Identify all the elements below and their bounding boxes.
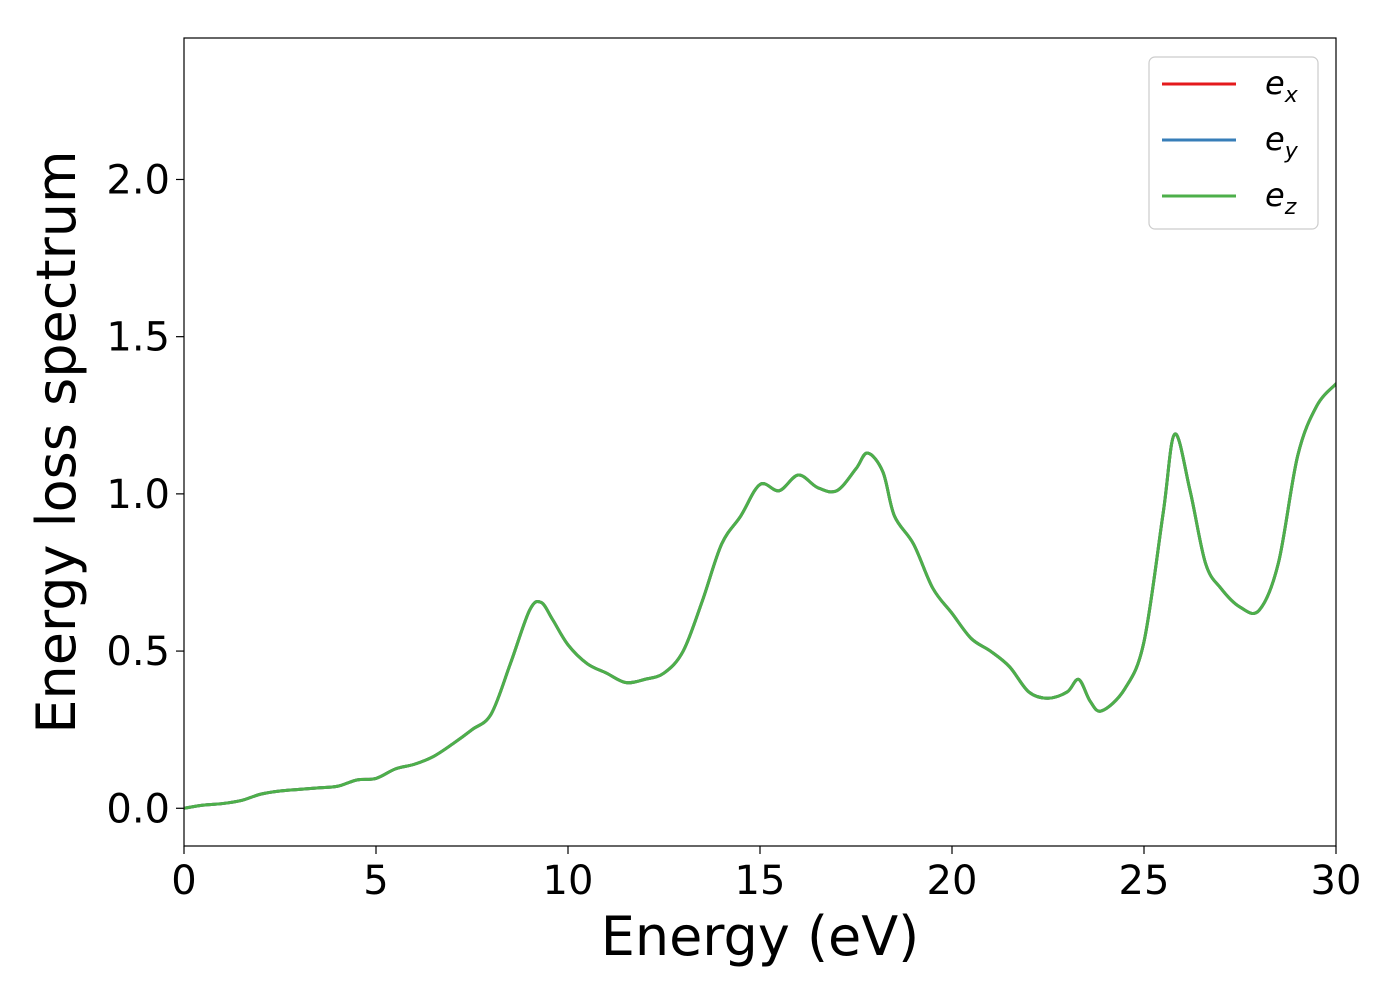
series-line-e_x [184,382,1336,810]
x-tick-label: 10 [543,858,594,904]
x-tick-label: 5 [363,858,388,904]
x-axis-label: Energy (eV) [601,905,920,968]
y-axis-label: Energy loss spectrum [25,150,88,733]
y-tick-label: 0.0 [106,786,170,832]
x-tick-label: 15 [735,858,786,904]
y-axis: 0.0 0.5 1.0 1.5 2.0 [106,157,184,832]
series-layer [184,382,1336,810]
legend-box [1148,56,1319,230]
series-line-e_z [184,382,1336,810]
y-tick-label: 2.0 [106,157,170,203]
y-tick-label: 1.5 [106,315,170,361]
y-tick-label: 1.0 [106,472,170,518]
series-line-e_y [184,382,1336,810]
x-axis: 0 5 10 15 20 25 30 [171,846,1361,904]
x-tick-label: 25 [1119,858,1170,904]
x-tick-label: 30 [1311,858,1362,904]
x-tick-label: 0 [171,858,196,904]
x-tick-label: 20 [927,858,978,904]
y-tick-label: 0.5 [106,629,170,675]
